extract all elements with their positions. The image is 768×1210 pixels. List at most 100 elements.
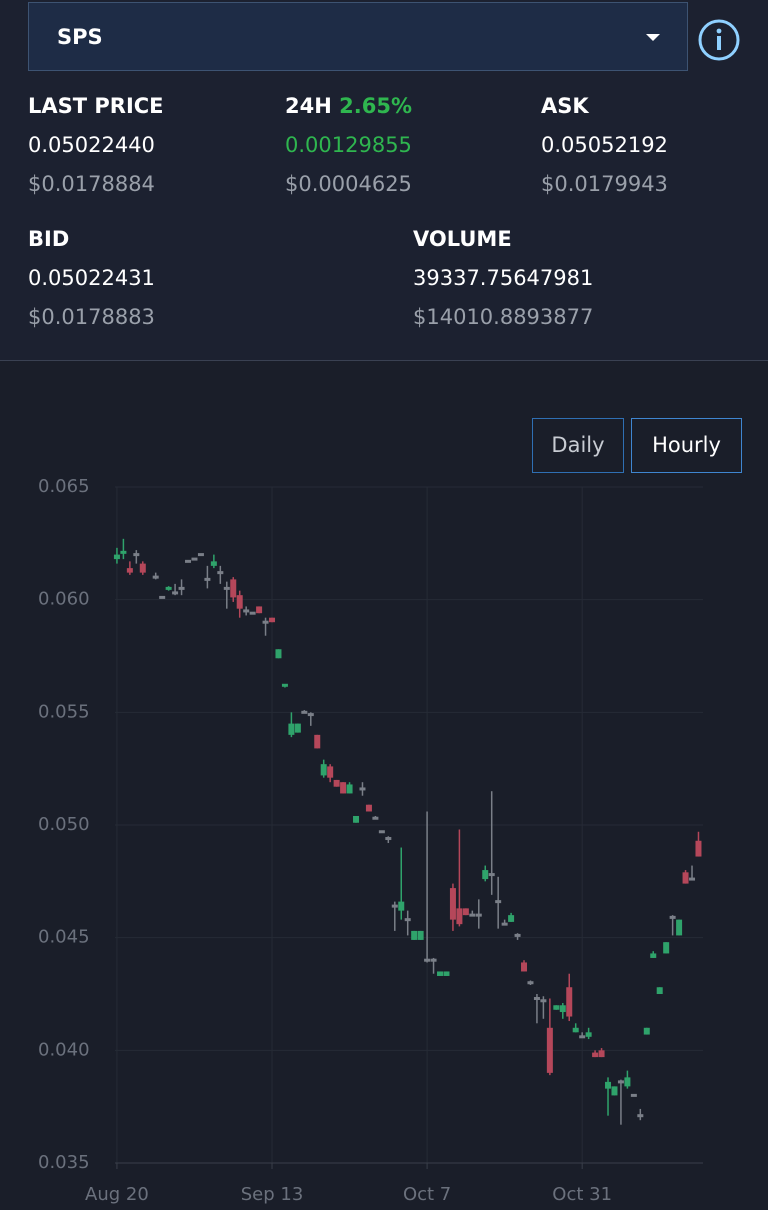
candle-body [437, 971, 444, 976]
candle-body [462, 908, 469, 916]
candle-body [495, 900, 502, 904]
candle-body [217, 571, 224, 575]
y-tick-label: 0.065 [38, 476, 90, 497]
x-tick-label: Oct 31 [552, 1184, 612, 1205]
candle-body [256, 606, 263, 614]
pair-value: SPS [57, 25, 103, 49]
candle-body [411, 930, 418, 940]
candle-body [178, 586, 185, 590]
candle-body [488, 873, 495, 877]
candle-body [275, 649, 282, 659]
candle-body [417, 930, 424, 940]
candle-body [501, 922, 508, 926]
candle-body [669, 915, 676, 919]
candle-body [353, 815, 360, 823]
stat-label-text: 24H [285, 94, 332, 118]
candle-body [443, 971, 450, 976]
candle-body [404, 918, 411, 922]
candle-body [689, 877, 696, 881]
candle-body [333, 779, 340, 787]
y-tick-label: 0.050 [38, 814, 90, 835]
candle-body [482, 870, 489, 880]
candle-body [204, 577, 211, 581]
stat-value: 0.05022431 [28, 266, 155, 290]
candle-body [624, 1077, 631, 1087]
stat-usd: $14010.8893877 [413, 305, 594, 329]
candle-body [682, 872, 689, 884]
candle-body [243, 609, 250, 613]
hourly-button[interactable]: Hourly [631, 418, 742, 473]
candle-body [372, 816, 379, 820]
y-tick-label: 0.060 [38, 589, 90, 610]
stat-usd: $0.0179943 [541, 172, 668, 196]
stat-value: 0.00129855 [285, 133, 412, 157]
caret-icon [646, 34, 660, 41]
stat-percent: 2.65% [339, 94, 412, 118]
candle-body [527, 981, 534, 985]
candle-body [314, 734, 321, 749]
candle-body [262, 620, 269, 624]
candle-body [320, 764, 327, 776]
candle-body [236, 595, 243, 609]
candle-body [359, 787, 366, 791]
candle-body [159, 595, 166, 599]
candle-body [165, 586, 172, 590]
stat-label: LAST PRICE [28, 94, 164, 118]
stat-value: 0.05052192 [541, 133, 668, 157]
stat-usd: $0.0004625 [285, 172, 412, 196]
candle-body [430, 958, 437, 962]
candle-body [398, 901, 405, 911]
x-tick-label: Oct 7 [403, 1184, 451, 1205]
candle-body [469, 913, 476, 917]
y-tick-label: 0.055 [38, 701, 90, 722]
candle-body [559, 1005, 566, 1013]
candle-body [249, 611, 256, 615]
candle-body [307, 713, 314, 717]
stat-value: 39337.75647981 [413, 266, 594, 290]
pair-select[interactable]: SPS [28, 2, 688, 71]
candle-body [617, 1080, 624, 1084]
stat-label: BID [28, 227, 70, 251]
candle-body [294, 723, 301, 733]
candle-body [449, 888, 456, 920]
header: SPS LAST PRICE 0.05022440 $0.0178884 24H… [0, 0, 768, 361]
candle-body [598, 1050, 605, 1058]
candle-body [385, 837, 392, 841]
candle-body [210, 561, 217, 566]
candle-body [650, 953, 657, 958]
candle-body [656, 987, 663, 994]
candle-body [281, 683, 288, 687]
candle-body [301, 710, 308, 714]
info-icon[interactable] [697, 18, 741, 62]
stat-usd: $0.0178883 [28, 305, 155, 329]
candle-body [663, 942, 670, 954]
x-tick-label: Sep 13 [241, 1184, 304, 1205]
candle-body [695, 840, 702, 857]
candle-body [139, 563, 146, 573]
daily-button[interactable]: Daily [532, 418, 624, 473]
candle-body [540, 999, 547, 1003]
candle-body [191, 557, 198, 561]
candle-body [546, 1027, 553, 1073]
stat-label: ASK [541, 94, 589, 118]
candle-body [572, 1027, 579, 1033]
x-tick-label: Aug 20 [85, 1184, 149, 1205]
candle-body [378, 830, 385, 834]
y-tick-label: 0.040 [38, 1039, 90, 1060]
candle-body [152, 575, 159, 579]
candle-body [424, 958, 431, 962]
stat-label: 24H 2.65% [285, 94, 412, 118]
y-tick-label: 0.035 [38, 1152, 90, 1173]
candle-body [676, 919, 683, 936]
candle-body [585, 1032, 592, 1037]
stat-usd: $0.0178884 [28, 172, 155, 196]
candle-body [637, 1114, 644, 1118]
candle-body [133, 553, 140, 557]
candle-body [230, 579, 237, 598]
candle-body [120, 550, 127, 554]
candle-body [346, 784, 353, 794]
stat-label: VOLUME [413, 227, 512, 251]
candle-body [643, 1027, 650, 1035]
